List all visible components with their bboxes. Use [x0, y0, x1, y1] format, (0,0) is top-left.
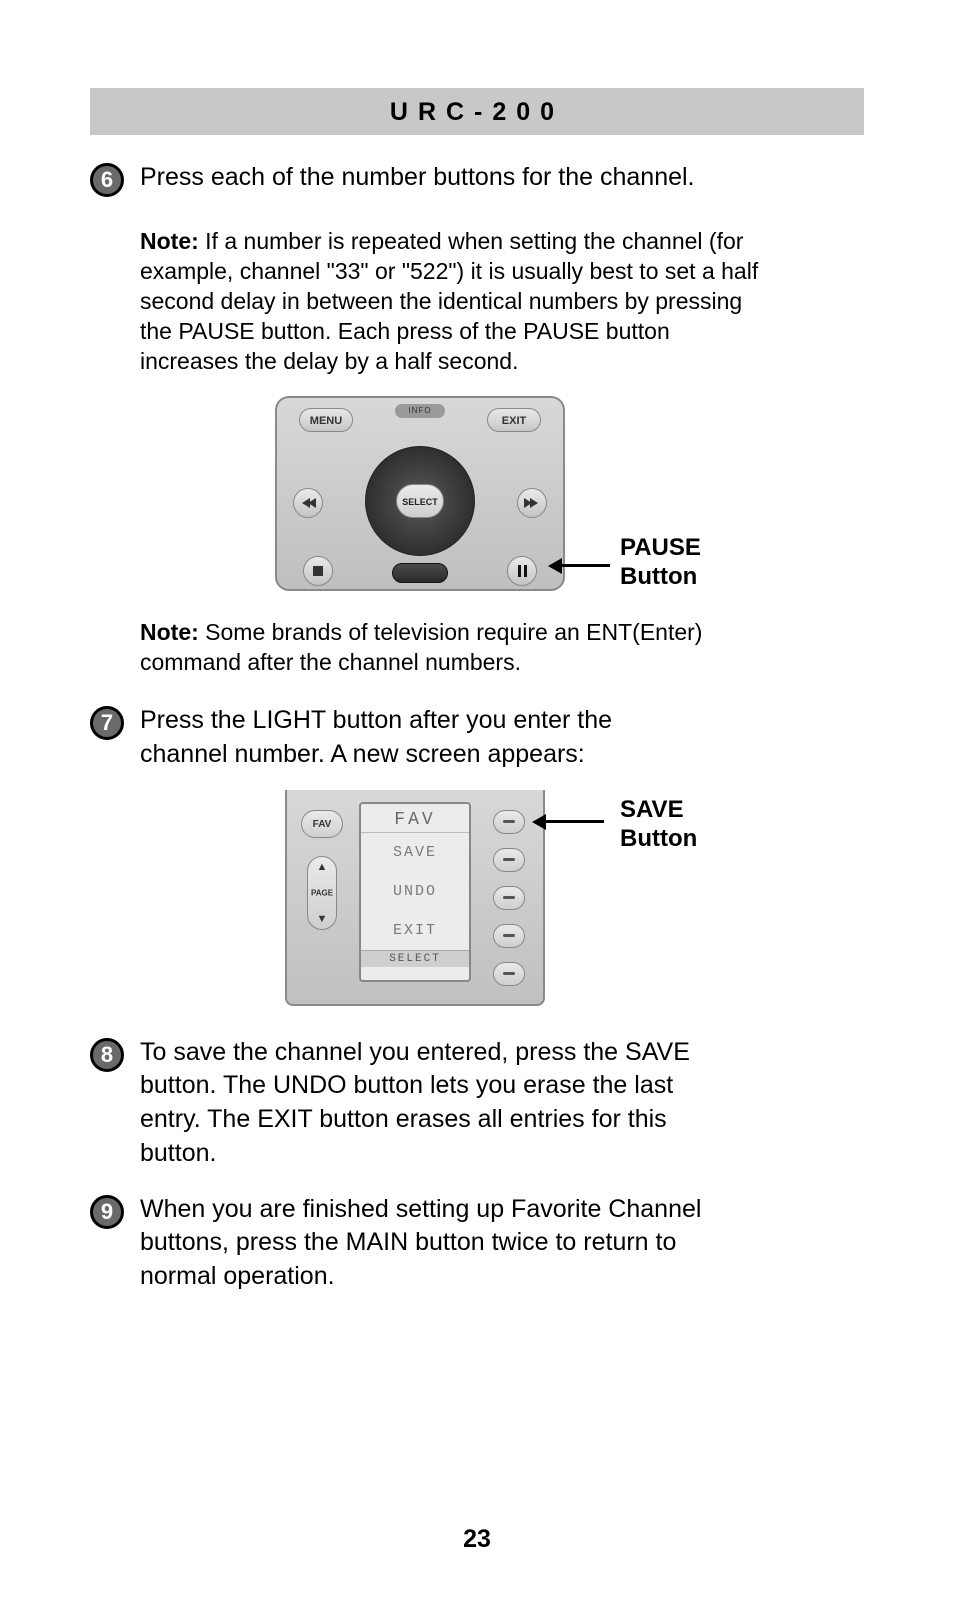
softkey-1	[493, 810, 525, 834]
remote2-left-col: FAV ▲ PAGE ▼	[301, 810, 345, 930]
pause-callout-l2: Button	[620, 563, 701, 592]
step-badge-7: 7	[90, 706, 124, 740]
pause-callout: PAUSE Button	[620, 534, 701, 592]
remote-image-2: FAV ▲ PAGE ▼ FAV SAVE UNDO EXIT SELECT	[285, 790, 545, 1006]
step-9: 9 When you are finished setting up Favor…	[90, 1193, 864, 1294]
note-2: Note: Some brands of television require …	[140, 618, 770, 678]
pause-arrow	[560, 564, 610, 567]
stop-button	[303, 556, 333, 586]
pause-button	[507, 556, 537, 586]
remote-image-1: INFO MENU EXIT SELECT	[275, 396, 565, 591]
select-button: SELECT	[396, 484, 444, 518]
step-7-text: Press the LIGHT button after you enter t…	[140, 704, 700, 772]
lcd-select: SELECT	[361, 950, 469, 967]
figure-save-button: FAV ▲ PAGE ▼ FAV SAVE UNDO EXIT SELECT S…	[90, 790, 864, 1006]
softkey-5	[493, 962, 525, 986]
lcd-screen: FAV SAVE UNDO EXIT SELECT	[359, 802, 471, 982]
lcd-item-save: SAVE	[361, 833, 469, 872]
page-title: URC-200	[90, 98, 864, 127]
note-1-label: Note:	[140, 228, 199, 254]
lcd-item-undo: UNDO	[361, 872, 469, 911]
step-8-text: To save the channel you entered, press t…	[140, 1036, 720, 1171]
step-badge-6: 6	[90, 163, 124, 197]
step-badge-8: 8	[90, 1038, 124, 1072]
play-button	[392, 563, 448, 583]
save-callout-l2: Button	[620, 825, 697, 854]
save-arrow	[544, 820, 604, 823]
lcd-title: FAV	[361, 804, 469, 833]
softkey-4	[493, 924, 525, 948]
step-badge-9: 9	[90, 1195, 124, 1229]
remote2-right-col	[493, 810, 527, 986]
step-8: 8 To save the channel you entered, press…	[90, 1036, 864, 1171]
header-bar: URC-200	[90, 88, 864, 135]
note-2-text: Some brands of television require an ENT…	[140, 619, 702, 675]
rewind-button	[293, 488, 323, 518]
save-callout-l1: SAVE	[620, 796, 697, 825]
step-7: 7 Press the LIGHT button after you enter…	[90, 704, 864, 772]
figure-pause-button: INFO MENU EXIT SELECT PAUSE Button	[90, 396, 864, 596]
save-callout: SAVE Button	[620, 796, 697, 854]
note-2-label: Note:	[140, 619, 199, 645]
note-1: Note: If a number is repeated when setti…	[140, 227, 770, 376]
page-rocker: ▲ PAGE ▼	[307, 856, 337, 930]
page-label: PAGE	[311, 888, 333, 897]
softkey-3	[493, 886, 525, 910]
exit-button: EXIT	[487, 408, 541, 432]
step-6: 6 Press each of the number buttons for t…	[90, 161, 864, 197]
dpad: SELECT	[365, 446, 475, 556]
note-1-text: If a number is repeated when setting the…	[140, 228, 758, 374]
fav-button: FAV	[301, 810, 343, 838]
info-button: INFO	[395, 404, 445, 418]
step-9-text: When you are finished setting up Favorit…	[140, 1193, 720, 1294]
lcd-item-exit: EXIT	[361, 911, 469, 950]
fastforward-button	[517, 488, 547, 518]
pause-callout-l1: PAUSE	[620, 534, 701, 563]
softkey-2	[493, 848, 525, 872]
step-6-text: Press each of the number buttons for the…	[140, 161, 864, 195]
page-number: 23	[0, 1525, 954, 1554]
menu-button: MENU	[299, 408, 353, 432]
